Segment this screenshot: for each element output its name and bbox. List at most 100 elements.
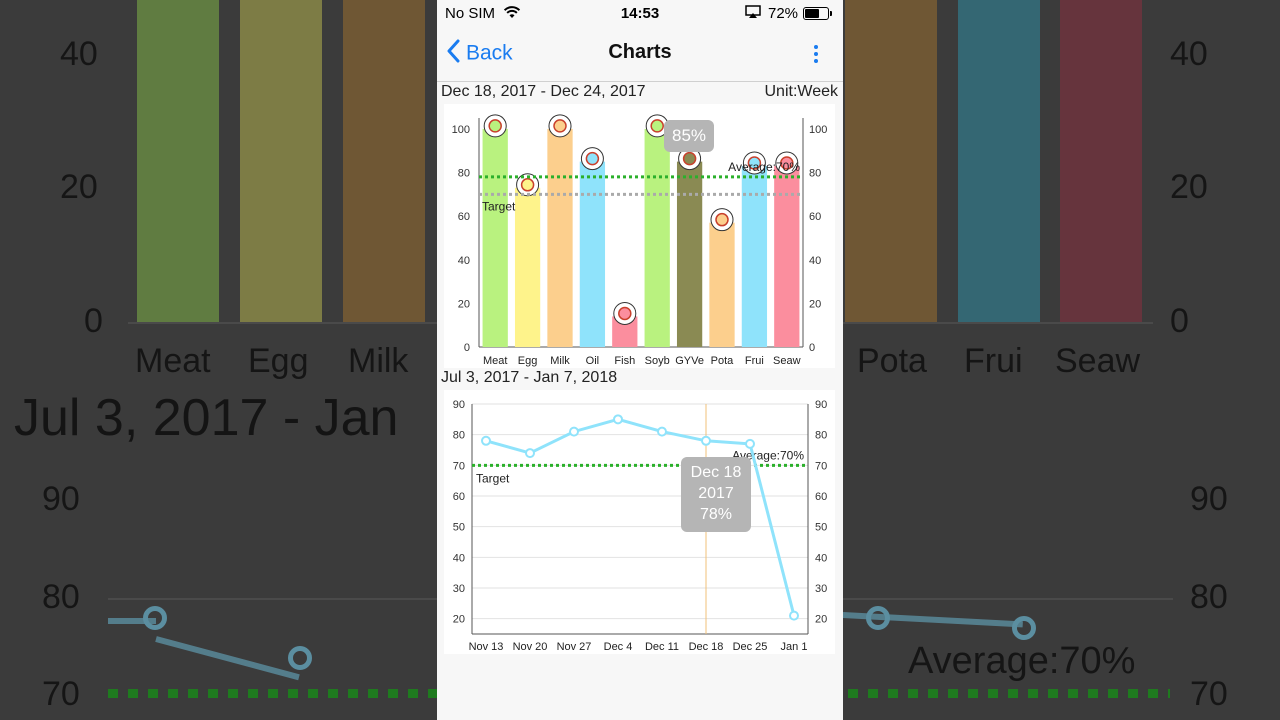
bg-label-frui: Frui: [964, 342, 1023, 380]
y-tick-label-left: 80: [453, 430, 465, 442]
y-tick-label-left: 90: [453, 399, 465, 411]
y-tick-label-right: 20: [815, 614, 827, 626]
bg-series-line-b: [155, 636, 300, 681]
y-tick-label-left: 0: [464, 342, 470, 354]
average-label: Average:70%: [728, 160, 800, 174]
line-tooltip-year: 2017: [698, 485, 734, 502]
bar-tooltip: 85%: [664, 120, 714, 152]
y-tick-label-right: 60: [815, 491, 827, 503]
y-tick-label-left: 40: [458, 255, 470, 267]
y-tick-label-left: 60: [458, 211, 470, 223]
x-tick-label: Oil: [586, 355, 599, 367]
y-tick-label-left: 60: [453, 491, 465, 503]
x-tick-label: GYVe: [675, 355, 704, 367]
average-label: Average:70%: [732, 448, 804, 462]
fish-icon-fill: [618, 306, 632, 321]
bg-tick-bottom-1: 80: [42, 578, 80, 616]
bar-soyb: [644, 128, 670, 347]
x-tick-label: Soyb: [645, 355, 670, 367]
vegetable-icon: [678, 147, 702, 171]
data-point: [657, 426, 667, 437]
y-tick-label-left: 30: [453, 583, 465, 595]
bg-tick-top-2: 0: [84, 302, 103, 340]
line-tooltip-value: 78%: [699, 506, 733, 523]
line-tooltip-date: Dec 18: [690, 464, 742, 481]
line-date-range: Jul 3, 2017 - Jan 7, 2018: [441, 369, 618, 386]
data-point: [745, 438, 755, 449]
bg-point-a: [143, 606, 167, 630]
bg-label-seaw: Seaw: [1055, 342, 1141, 380]
navigation-bar: Back Charts: [437, 26, 843, 82]
wifi-icon: [503, 5, 521, 23]
data-point: [481, 435, 491, 446]
x-tick-label: Fish: [614, 355, 635, 367]
x-tick-label: Frui: [745, 355, 764, 367]
x-tick-label: Jan 1: [781, 641, 808, 653]
y-tick-label-left: 70: [453, 460, 465, 472]
page-title: Charts: [608, 41, 672, 63]
bg-series-line-a: [108, 618, 156, 624]
meat-icon-fill: [488, 119, 502, 133]
y-tick-label-right: 20: [809, 298, 821, 310]
bar-egg: [514, 187, 541, 347]
back-button[interactable]: Back: [446, 39, 513, 69]
bg-grid-right: [843, 598, 1173, 600]
data-point: [701, 435, 711, 446]
data-point: [789, 610, 799, 621]
bg-tick-top-right-1: 20: [1170, 168, 1208, 206]
line-chart-card[interactable]: 20 20 30 30 40 40 50 50 60 60 70 70 80 80 90 90 Target Av…: [444, 390, 835, 654]
line-chart[interactable]: 20 20 30 30 40 40 50 50 60 60 70 70 80 80 90 90 Target Av…: [444, 390, 835, 654]
x-tick-label: Dec 11: [645, 641, 679, 653]
x-tick-label: Seaw: [773, 355, 801, 367]
bg-bar-frui: [958, 0, 1040, 322]
bar-seaw: [774, 165, 800, 347]
x-tick-label: Nov 27: [557, 641, 592, 653]
y-tick-label-right: 30: [815, 583, 827, 595]
vegetable-icon-fill: [682, 151, 697, 166]
y-tick-label-left: 20: [458, 298, 470, 310]
back-button-label: Back: [466, 41, 513, 65]
bg-bar-milk: [343, 0, 425, 322]
bg-tick-bottom-right-2: 70: [1190, 675, 1228, 713]
egg-icon: [516, 173, 540, 197]
x-tick-label: Pota: [711, 355, 735, 367]
bg-range-text: Jul 3, 2017 - Jan: [14, 389, 399, 447]
bar-gyve: [676, 161, 703, 347]
data-point: [613, 414, 623, 425]
bg-grid-left: [108, 598, 438, 600]
x-tick-label: Meat: [483, 355, 507, 367]
line-tooltip: Dec 18 2017 78%: [681, 457, 751, 532]
y-tick-label-right: 80: [809, 168, 821, 180]
bg-axis-right: [843, 322, 1153, 324]
oil-icon: [580, 147, 604, 171]
x-tick-label: Egg: [518, 355, 538, 367]
bar-date-range: Dec 18, 2017 - Dec 24, 2017: [441, 83, 646, 100]
more-options-icon[interactable]: [808, 44, 824, 64]
bar-frui: [741, 165, 768, 347]
y-tick-label-left: 20: [453, 614, 465, 626]
seaweed-icon-fill: [780, 156, 794, 170]
bg-point-b: [288, 646, 312, 670]
carrier-label: No SIM: [445, 5, 496, 22]
x-tick-label: Dec 18: [689, 641, 724, 653]
x-tick-label: Nov 20: [513, 641, 548, 653]
y-tick-label-right: 70: [815, 460, 827, 472]
potato-icon: [710, 208, 734, 232]
bg-tick-bottom-right-0: 90: [1190, 480, 1228, 518]
y-tick-label-right: 100: [809, 124, 827, 136]
bg-bar-egg: [240, 0, 322, 322]
y-tick-label-right: 40: [809, 255, 821, 267]
bar-chart[interactable]: 0 0 20 20 40 40 60 60 80 80 100 100 Meat Egg Milk Oil Fi…: [444, 104, 835, 368]
clock: 14:53: [620, 5, 660, 22]
bg-bar-meat: [137, 0, 219, 322]
bar-tooltip-value: 85%: [671, 126, 707, 145]
bg-label-meat: Meat: [135, 342, 211, 380]
bg-label-pota: Pota: [857, 342, 927, 380]
status-bar: No SIM 14:53 72%: [437, 0, 843, 26]
x-tick-label: Nov 13: [469, 641, 504, 653]
bg-average-text: Average:70%: [908, 640, 1136, 682]
y-tick-label-right: 0: [809, 342, 815, 354]
x-tick-label: Dec 25: [733, 641, 768, 653]
bar-chart-card[interactable]: 0 0 20 20 40 40 60 60 80 80 100 100 Meat Egg Milk Oil Fi…: [444, 104, 835, 368]
bg-tick-top-right-2: 0: [1170, 302, 1189, 340]
